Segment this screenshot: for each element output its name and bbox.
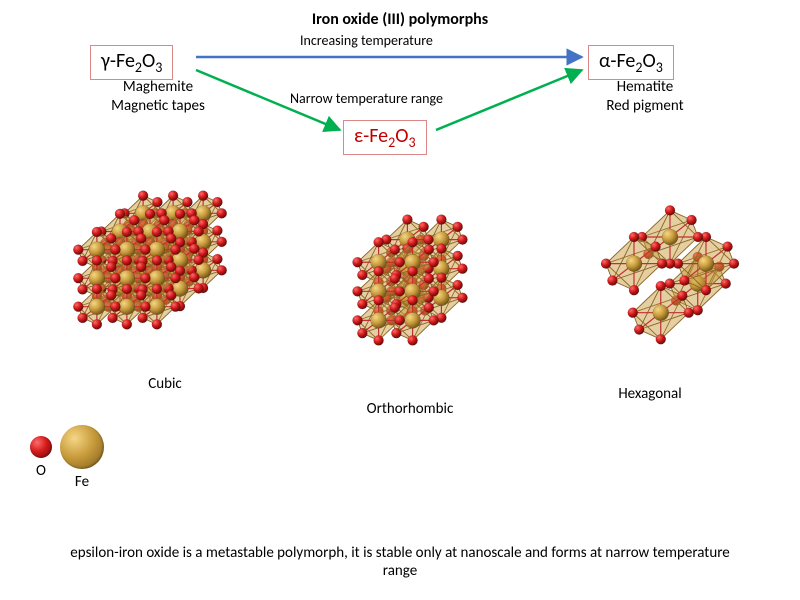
footer-caption: epsilon-iron oxide is a metastable polym…	[60, 544, 740, 580]
alpha-sublabel: HematiteRed pigment	[585, 78, 705, 116]
structure-alpha-hex	[560, 160, 780, 390]
inc-temp-anno: Increasing temperature	[300, 32, 433, 49]
legend-o-ball	[30, 436, 52, 458]
gamma-sublabel: MaghemiteMagnetic tapes	[88, 78, 228, 116]
arrow-epsilon-to-alpha	[436, 70, 582, 130]
legend-fe-label: Fe	[75, 473, 89, 491]
formula-epsilon: ε-Fe2O3	[343, 120, 427, 155]
structure-gamma-cubic	[20, 140, 280, 380]
legend-fe-ball	[60, 425, 104, 469]
legend-o-label: O	[36, 462, 46, 480]
narrow-anno: Narrow temperature range	[290, 90, 443, 107]
formula-alpha: α-Fe2O3	[588, 45, 674, 80]
structure-epsilon-ortho	[300, 160, 520, 400]
page-title: Iron oxide (III) polymorphs	[0, 10, 800, 29]
legend: O Fe	[30, 425, 104, 491]
formula-gamma: γ-Fe2O3	[90, 45, 173, 80]
ortho-label: Orthorhombic	[340, 400, 480, 419]
